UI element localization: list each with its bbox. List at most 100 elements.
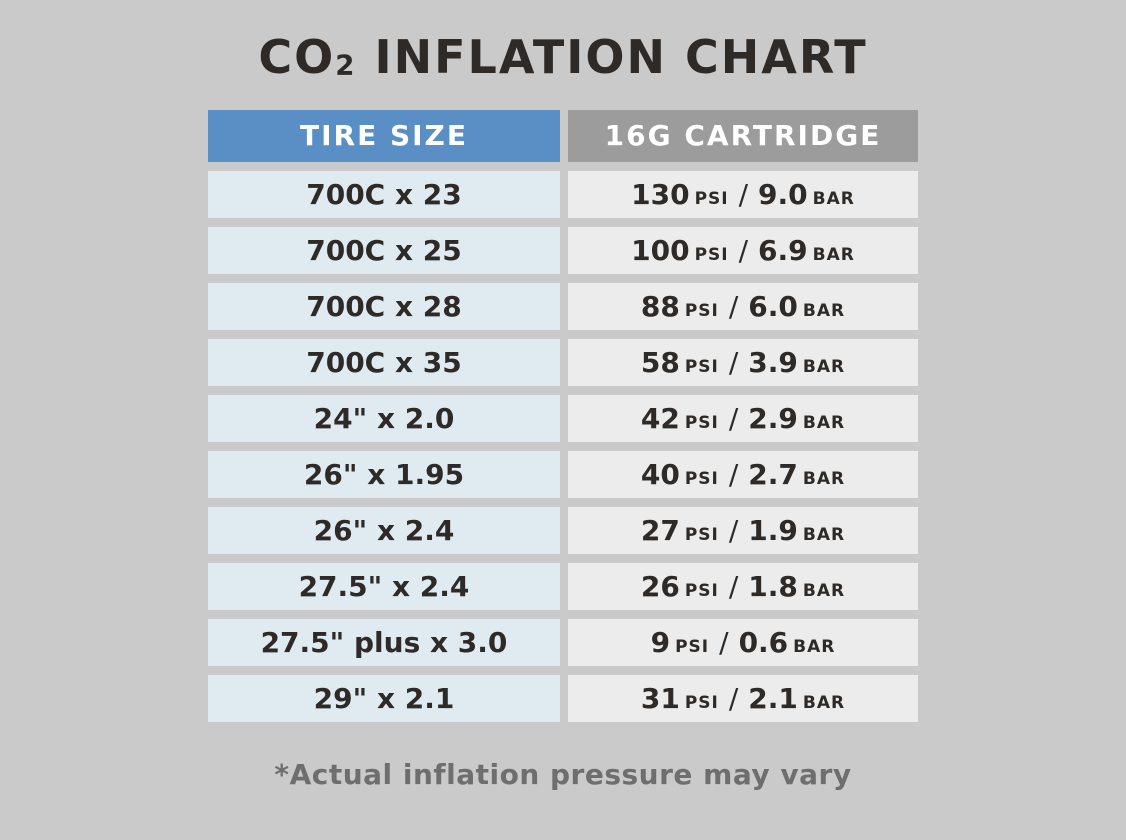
psi-unit-label: PSI [684, 301, 719, 321]
bar-unit-label: BAR [802, 581, 846, 601]
tire-size-label: 700C x 25 [306, 234, 462, 267]
bar-value: 1.8 [748, 570, 798, 603]
column-header-16g-cartridge: 16G CARTRIDGE [568, 110, 918, 162]
psi-value: 27 [640, 514, 680, 547]
bar-value: 2.9 [748, 402, 798, 435]
psi-value: 26 [640, 570, 680, 603]
bar-value: 0.6 [738, 626, 789, 659]
slash-separator: / [728, 570, 739, 603]
pressure-cell: 42 PSI / 2.9 BAR [568, 395, 918, 442]
tire-size-cell: 26" x 2.4 [208, 507, 560, 554]
tire-size-cell: 700C x 35 [208, 339, 560, 386]
psi-value: 100 [631, 234, 690, 267]
tire-size-label: 700C x 35 [306, 346, 462, 379]
pressure-cell: 58 PSI / 3.9 BAR [568, 339, 918, 386]
tire-size-label: 700C x 23 [306, 178, 462, 211]
table-row: 26" x 1.95 40 PSI / 2.7 BAR [208, 451, 918, 498]
bar-unit-label: BAR [812, 245, 855, 265]
title-rest: INFLATION CHART [356, 30, 868, 84]
tire-size-cell: 700C x 23 [208, 171, 560, 218]
bar-unit-label: BAR [802, 469, 846, 489]
bar-value: 6.9 [758, 234, 808, 267]
bar-value: 2.1 [748, 682, 798, 715]
bar-value: 6.0 [748, 290, 798, 323]
table-row: 24" x 2.0 42 PSI / 2.9 BAR [208, 395, 918, 442]
tire-size-label: 26" x 1.95 [303, 458, 465, 491]
column-header-tire-size: TIRE SIZE [208, 110, 560, 162]
slash-separator: / [738, 234, 749, 267]
slash-separator: / [719, 626, 729, 659]
title-subscript-2: 2 [335, 48, 357, 82]
psi-unit-label: PSI [684, 469, 719, 489]
psi-value: 58 [640, 346, 680, 379]
table-row: 27.5" plus x 3.0 9 PSI / 0.6 BAR [208, 619, 918, 666]
table-header-row: TIRE SIZE 16G CARTRIDGE [208, 110, 918, 162]
tire-size-cell: 24" x 2.0 [208, 395, 560, 442]
slash-separator: / [728, 346, 739, 379]
pressure-cell: 27 PSI / 1.9 BAR [568, 507, 918, 554]
psi-unit-label: PSI [684, 357, 719, 377]
pressure-cell: 100 PSI / 6.9 BAR [568, 227, 918, 274]
bar-value: 3.9 [748, 346, 798, 379]
table-row: 700C x 25 100 PSI / 6.9 BAR [208, 227, 918, 274]
inflation-table: TIRE SIZE 16G CARTRIDGE 700C x 23 130 PSI… [208, 110, 918, 722]
psi-value: 130 [631, 178, 690, 211]
table-row: 700C x 28 88 PSI / 6.0 BAR [208, 283, 918, 330]
tire-size-cell: 700C x 28 [208, 283, 560, 330]
slash-separator: / [728, 458, 739, 491]
psi-unit-label: PSI [684, 693, 719, 713]
psi-value: 40 [640, 458, 680, 491]
page-title: CO2 INFLATION CHART [0, 0, 1126, 84]
bar-unit-label: BAR [802, 525, 846, 545]
psi-unit-label: PSI [694, 245, 729, 265]
tire-size-label: 700C x 28 [306, 290, 462, 323]
bar-unit-label: BAR [812, 189, 855, 209]
slash-separator: / [738, 178, 749, 211]
bar-unit-label: BAR [802, 357, 846, 377]
psi-value: 42 [640, 402, 680, 435]
table-row: 700C x 35 58 PSI / 3.9 BAR [208, 339, 918, 386]
tire-size-label: 27.5" plus x 3.0 [260, 626, 508, 659]
tire-size-cell: 27.5" plus x 3.0 [208, 619, 560, 666]
psi-unit-label: PSI [675, 637, 710, 657]
pressure-cell: 130 PSI / 9.0 BAR [568, 171, 918, 218]
table-row: 26" x 2.4 27 PSI / 1.9 BAR [208, 507, 918, 554]
tire-size-cell: 27.5" x 2.4 [208, 563, 560, 610]
psi-value: 88 [640, 290, 680, 323]
pressure-cell: 31 PSI / 2.1 BAR [568, 675, 918, 722]
bar-unit-label: BAR [802, 413, 846, 433]
psi-unit-label: PSI [684, 413, 719, 433]
pressure-cell: 88 PSI / 6.0 BAR [568, 283, 918, 330]
bar-value: 2.7 [748, 458, 798, 491]
slash-separator: / [728, 514, 739, 547]
tire-size-label: 26" x 2.4 [313, 514, 455, 547]
table-row: 29" x 2.1 31 PSI / 2.1 BAR [208, 675, 918, 722]
slash-separator: / [728, 402, 739, 435]
psi-value: 31 [640, 682, 680, 715]
tire-size-label: 24" x 2.0 [313, 402, 455, 435]
table-body: 700C x 23 130 PSI/9.0 BAR 700C x 25 100 PSI… [208, 171, 918, 722]
tire-size-label: 27.5" x 2.4 [298, 570, 470, 603]
pressure-cell: 26 PSI / 1.8 BAR [568, 563, 918, 610]
bar-unit-label: BAR [802, 693, 846, 713]
footnote: *Actual inflation pressure may vary [274, 758, 852, 791]
tire-size-cell: 29" x 2.1 [208, 675, 560, 722]
tire-size-cell: 26" x 1.95 [208, 451, 560, 498]
psi-unit-label: PSI [684, 525, 719, 545]
table-row: 700C x 23 130 PSI / 9.0 BAR [208, 171, 918, 218]
bar-value: 9.0 [758, 178, 808, 211]
bar-value: 1.9 [748, 514, 798, 547]
table-row: 27.5" x 2.4 26 PSI / 1.8 BAR [208, 563, 918, 610]
tire-size-cell: 700C x 25 [208, 227, 560, 274]
psi-unit-label: PSI [694, 189, 729, 209]
slash-separator: / [728, 682, 739, 715]
pressure-cell: 9 PSI / 0.6 BAR [568, 619, 918, 666]
psi-unit-label: PSI [684, 581, 719, 601]
tire-size-label: 29" x 2.1 [313, 682, 455, 715]
pressure-cell: 40 PSI / 2.7 BAR [568, 451, 918, 498]
bar-unit-label: BAR [793, 637, 836, 657]
title-co: CO [258, 30, 336, 84]
slash-separator: / [728, 290, 739, 323]
psi-value: 9 [650, 626, 671, 659]
bar-unit-label: BAR [802, 301, 846, 321]
